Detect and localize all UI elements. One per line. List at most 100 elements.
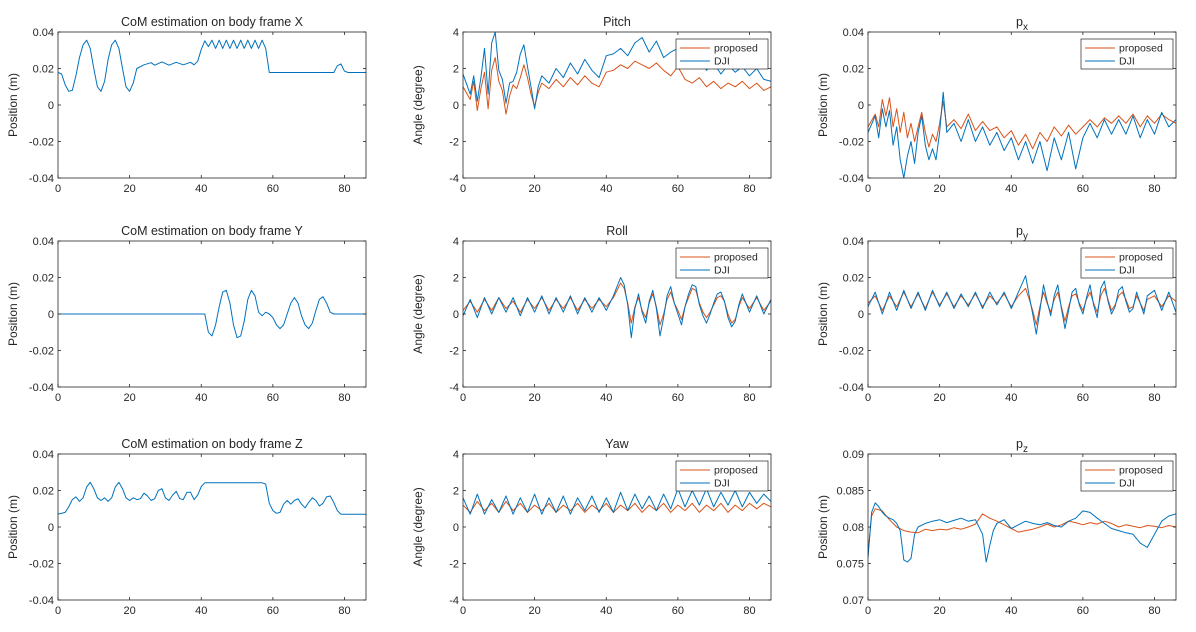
x-tick-label: 20 [529, 183, 541, 195]
subplot-yaw: 0 20 40 60 80 -4 -2 0 2 4 Yaw Angle (degree) propose… [411, 437, 772, 617]
y-tick-label: -0.02 [839, 346, 864, 358]
legend-box [1080, 38, 1174, 70]
x-tick-label: 20 [124, 605, 136, 617]
x-tick-label: 40 [195, 183, 207, 195]
axes-box [57, 453, 367, 601]
y-tick-label: 0.08 [843, 522, 864, 534]
x-tick-label: 20 [529, 392, 541, 404]
legend-label-dji: DJI [1119, 265, 1135, 277]
subplot-pitch: 0 20 40 60 80 -4 -2 0 2 4 Pitch Angle (degree) propo… [411, 15, 772, 195]
x-tick-label: 80 [743, 605, 755, 617]
y-tick-label: 0 [48, 100, 54, 112]
x-tick-label: 80 [338, 392, 350, 404]
y-axis-label: Position (m) [816, 495, 830, 559]
x-tick-label: 80 [1148, 392, 1160, 404]
series-line-dji [868, 502, 1176, 563]
y-tick-label: -0.04 [839, 173, 864, 185]
y-axis-label: Angle (degree) [411, 65, 425, 144]
legend-box [675, 38, 769, 70]
y-tick-label: -2 [449, 559, 459, 571]
x-tick-label: 0 [55, 183, 61, 195]
series-line-com [58, 481, 366, 515]
x-tick-label: 0 [865, 392, 871, 404]
subplot-com-y: 0 20 40 60 80 -0.04 -0.02 0 0.02 0.04 CoM estimati… [6, 224, 367, 404]
y-tick-label: 0 [858, 309, 864, 321]
y-tick-label: 0.09 [843, 449, 864, 461]
x-tick-label: 0 [55, 392, 61, 404]
chart-title-subscript: y [1023, 231, 1028, 242]
y-tick-label: 0.075 [836, 559, 864, 571]
chart-title: Yaw [605, 437, 629, 451]
y-tick-label: 4 [453, 236, 459, 248]
series-line-proposed [868, 508, 1176, 553]
y-tick-label: -0.02 [839, 137, 864, 149]
y-tick-label: -0.04 [29, 173, 54, 185]
y-tick-label: 0.02 [33, 64, 54, 76]
series-line-dji [463, 277, 771, 339]
y-tick-label: 2 [453, 273, 459, 285]
y-tick-label: -0.04 [29, 382, 54, 394]
chart-title: px [1016, 15, 1028, 33]
y-tick-label: 0 [858, 100, 864, 112]
x-tick-label: 0 [460, 392, 466, 404]
chart-title: CoM estimation on body frame Z [121, 437, 303, 451]
x-tick-label: 60 [1077, 392, 1089, 404]
chart-title: py [1016, 224, 1028, 242]
x-tick-label: 0 [55, 605, 61, 617]
series-line-dji [463, 488, 771, 515]
y-tick-label: 4 [453, 449, 459, 461]
y-tick-label: -0.04 [29, 595, 54, 607]
y-tick-label: 0.04 [33, 236, 54, 248]
y-axis-label: Angle (degree) [411, 274, 425, 353]
y-tick-label: -2 [449, 137, 459, 149]
x-tick-label: 60 [1077, 605, 1089, 617]
legend-label-dji: DJI [714, 478, 730, 490]
x-tick-label: 60 [267, 392, 279, 404]
legend-label-dji: DJI [714, 265, 730, 277]
x-tick-label: 20 [124, 183, 136, 195]
y-tick-label: 0.02 [33, 486, 54, 498]
subplot-roll: 0 20 40 60 80 -4 -2 0 2 4 Roll Angle (degree) propos… [411, 224, 772, 404]
x-tick-label: 20 [934, 605, 946, 617]
x-tick-label: 0 [460, 183, 466, 195]
x-tick-label: 40 [1005, 605, 1017, 617]
x-tick-label: 60 [267, 605, 279, 617]
chart-title: Roll [606, 224, 628, 238]
y-tick-label: 0.02 [843, 273, 864, 285]
y-tick-label: 0.04 [843, 236, 864, 248]
subplot-com-x: 0 20 40 60 80 -0.04 -0.02 0 0.02 0.04 CoM estimati… [6, 15, 367, 195]
y-axis-label: Position (m) [6, 73, 20, 137]
y-tick-label: 0 [453, 309, 459, 321]
y-tick-label: 0 [453, 100, 459, 112]
legend-label-proposed: proposed [1119, 252, 1163, 264]
subplot-px: 0 20 40 60 80 -0.04 -0.02 0 0.02 0.04 px Position (… [816, 15, 1177, 195]
chart-title: Pitch [603, 15, 631, 29]
x-tick-label: 60 [672, 183, 684, 195]
legend-box [1080, 247, 1174, 279]
y-tick-label: 0.02 [33, 273, 54, 285]
x-tick-label: 80 [1148, 605, 1160, 617]
x-tick-label: 20 [934, 392, 946, 404]
series-line-proposed [463, 57, 771, 115]
x-tick-label: 40 [1005, 183, 1017, 195]
legend-label-proposed: proposed [714, 252, 758, 264]
legend-box [675, 247, 769, 279]
chart-title: pz [1016, 437, 1028, 455]
y-tick-label: -0.02 [29, 346, 54, 358]
y-tick-label: 4 [453, 27, 459, 39]
legend-label-proposed: proposed [714, 43, 758, 55]
y-tick-label: -0.02 [29, 137, 54, 149]
y-tick-label: -4 [449, 595, 459, 607]
x-tick-label: 80 [743, 392, 755, 404]
x-tick-label: 60 [672, 605, 684, 617]
x-tick-label: 40 [600, 183, 612, 195]
y-tick-label: 0.04 [33, 449, 54, 461]
series-line-proposed [463, 500, 771, 513]
series-line-dji [868, 91, 1176, 178]
y-axis-label: Position (m) [6, 282, 20, 346]
legend-box [675, 460, 769, 492]
